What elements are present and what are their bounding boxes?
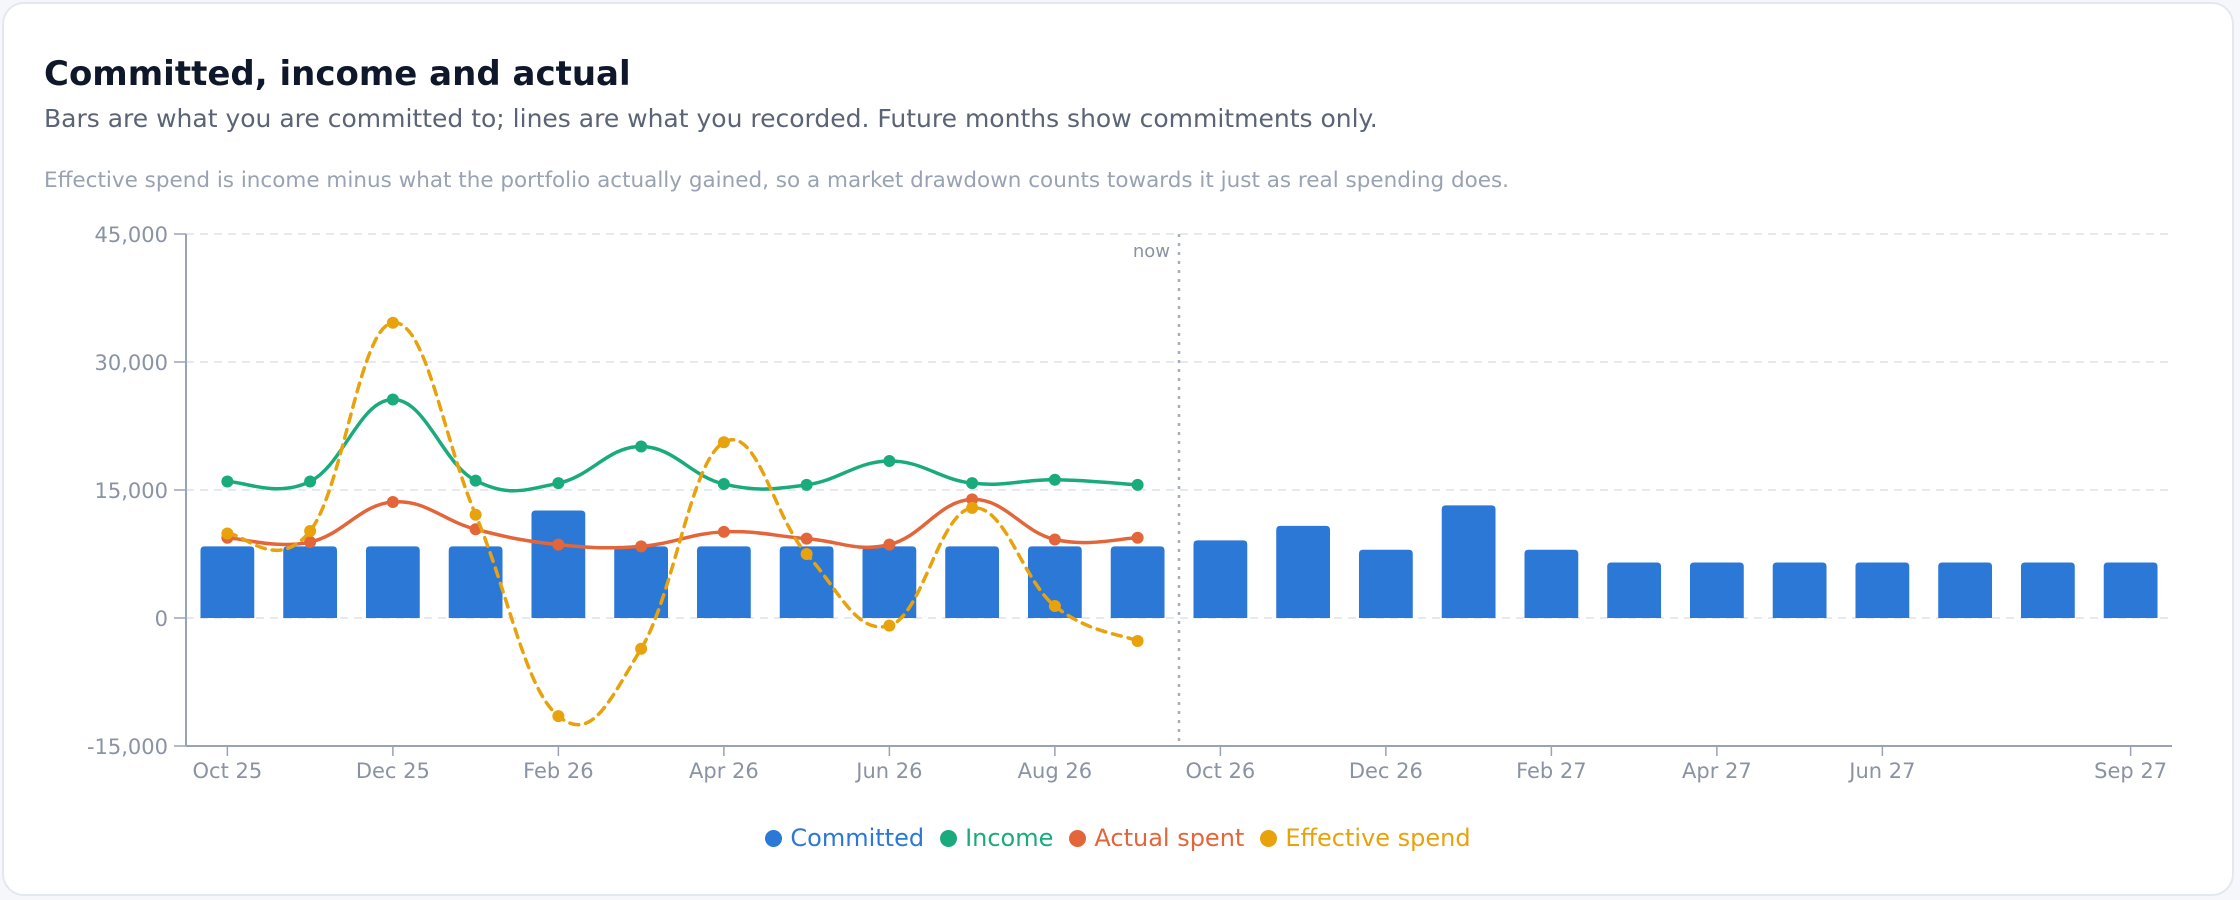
income-point	[469, 474, 482, 487]
legend-swatch	[1069, 829, 1087, 847]
committed-bar	[1689, 562, 1744, 618]
committed-bar	[779, 546, 834, 618]
x-tick-label: Feb 27	[1516, 759, 1587, 783]
actual-spent-point	[552, 538, 565, 551]
effective-spend-point	[883, 619, 896, 632]
committed-bar	[365, 546, 420, 618]
committed-bar	[1524, 549, 1579, 618]
legend-swatch	[765, 829, 783, 847]
actual-spent-point	[1048, 533, 1061, 546]
income-point	[304, 475, 317, 488]
chart-note: Effective spend is income minus what the…	[44, 168, 1510, 193]
committed-bar	[200, 546, 255, 618]
legend-item-effective-spend[interactable]: Effective spend	[1260, 824, 1471, 852]
effective-spend-point	[1131, 635, 1144, 648]
legend-item-income[interactable]: Income	[940, 824, 1053, 852]
committed-bar	[862, 546, 917, 618]
income-point	[800, 478, 813, 491]
x-tick-label: Sep 27	[2094, 759, 2167, 783]
x-tick-label: Dec 25	[356, 759, 430, 783]
committed-bar	[614, 546, 669, 618]
effective-spend-point	[717, 436, 730, 449]
effective-spend-point	[966, 501, 979, 514]
effective-spend-point	[800, 548, 813, 560]
actual-spent-point	[386, 495, 399, 508]
committed-bar	[448, 546, 503, 618]
x-tick-label: Jun 27	[1847, 759, 1915, 783]
x-tick-label: Feb 26	[523, 759, 594, 783]
x-tick-label: Aug 26	[1018, 759, 1092, 783]
x-tick-label: Jun 26	[854, 759, 922, 783]
income-point	[386, 393, 399, 406]
actual-spent-point	[304, 536, 317, 549]
legend-swatch	[940, 829, 958, 847]
effective-spend-point	[552, 710, 565, 723]
x-tick-label: Oct 26	[1186, 759, 1256, 783]
x-tick-label: Apr 26	[689, 759, 759, 783]
committed-bar	[1441, 505, 1496, 618]
effective-spend-point	[635, 642, 648, 655]
x-tick-label: Apr 27	[1682, 759, 1752, 783]
effective-spend-line	[225, 320, 1140, 727]
y-tick-label: 0	[155, 607, 168, 631]
chart-subtitle: Bars are what you are committed to; line…	[44, 104, 1378, 133]
committed-bar	[1358, 549, 1413, 618]
committed-bar	[1607, 562, 1662, 618]
effective-spend-point	[1048, 600, 1061, 613]
effective-spend-point	[304, 524, 317, 537]
effective-spend-point	[221, 527, 234, 540]
committed-bar	[696, 546, 751, 618]
actual-spent-point	[635, 540, 648, 553]
income-point	[883, 454, 896, 467]
legend-item-actual-spent[interactable]: Actual spent	[1069, 824, 1244, 852]
committed-bar	[2020, 562, 2075, 618]
committed-bar	[283, 546, 338, 618]
income-point	[966, 477, 979, 490]
committed-bar	[531, 510, 586, 618]
legend-item-committed[interactable]: Committed	[765, 824, 924, 852]
actual-spent-point	[717, 525, 730, 538]
effective-spend-point	[469, 508, 482, 521]
actual-spent-point	[800, 532, 813, 545]
y-tick-label: 15,000	[95, 479, 168, 503]
legend-label: Effective spend	[1285, 824, 1471, 852]
effective-spend-point	[386, 316, 399, 329]
income-point	[221, 475, 234, 488]
legend-swatch	[1260, 829, 1278, 847]
income-point	[1131, 478, 1144, 491]
y-tick-label: 45,000	[95, 223, 168, 247]
y-tick-label: -15,000	[87, 735, 168, 759]
income-point	[635, 440, 648, 453]
income-point	[1048, 473, 1061, 486]
chart-title: Committed, income and actual	[44, 54, 631, 94]
actual-spent-line	[225, 497, 1140, 550]
now-label: now	[1133, 241, 1170, 262]
legend-label: Actual spent	[1094, 824, 1245, 852]
committed-bar	[1276, 525, 1331, 618]
x-tick-label: Oct 25	[193, 759, 263, 783]
committed-bar	[1110, 546, 1165, 618]
income-point	[717, 478, 730, 491]
x-tick-label: Dec 26	[1349, 759, 1423, 783]
committed-bar	[1772, 562, 1827, 618]
committed-bar	[945, 546, 1000, 618]
y-tick-label: 30,000	[95, 351, 168, 375]
legend-label: Committed	[790, 824, 925, 852]
chart-legend: Committed Income Actual spent Effective spe…	[0, 824, 2236, 852]
committed-bar	[2103, 562, 2158, 618]
actual-spent-point	[1131, 531, 1144, 544]
actual-spent-point	[883, 538, 896, 551]
committed-bar	[1938, 562, 1993, 618]
committed-bar	[1193, 540, 1248, 618]
legend-label: Income	[965, 824, 1054, 852]
committed-bar	[1855, 562, 1910, 618]
actual-spent-point	[966, 493, 979, 506]
income-line	[225, 397, 1140, 493]
committed-bar	[1027, 546, 1082, 618]
income-point	[552, 477, 565, 490]
